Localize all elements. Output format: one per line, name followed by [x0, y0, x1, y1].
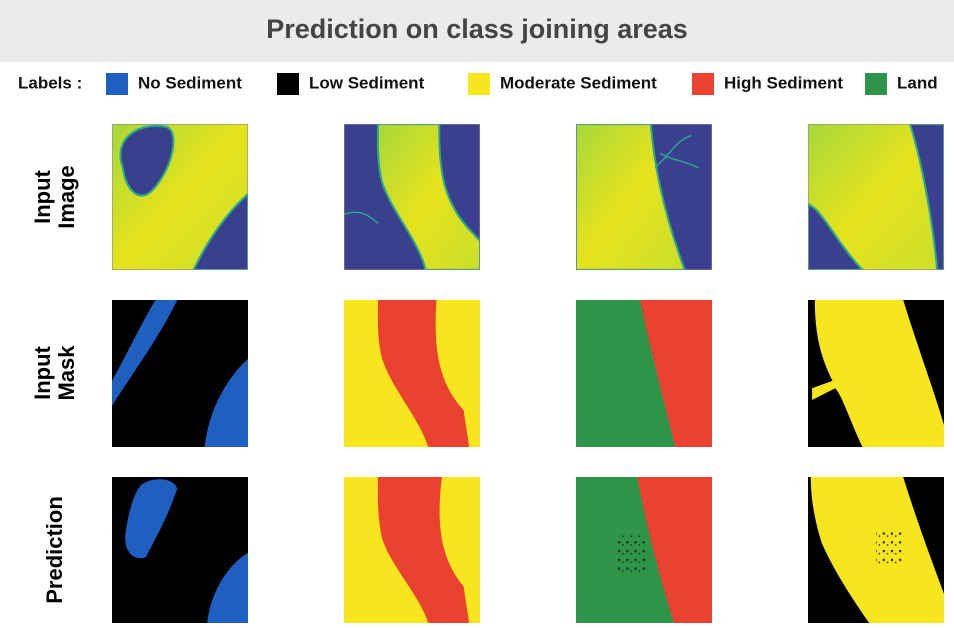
row-label-line: Input	[30, 169, 55, 223]
legend-swatch	[468, 73, 490, 95]
panel-image	[576, 124, 712, 270]
row-label-line: Mask	[54, 345, 79, 401]
legend-text: Low Sediment	[309, 73, 425, 92]
panel-image	[808, 124, 944, 270]
title: Prediction on class joining areas	[266, 14, 688, 44]
panel-prediction	[808, 477, 944, 623]
panel-mask	[576, 300, 712, 447]
legend-text: High Sediment	[724, 73, 843, 92]
legend-swatch	[692, 73, 714, 95]
legend-swatch	[277, 73, 299, 95]
row-label-line: Prediction	[42, 496, 67, 604]
panel-image	[112, 124, 248, 270]
row-label-line: Input	[30, 345, 55, 399]
legend-swatch	[106, 73, 128, 95]
legend-swatch	[865, 73, 887, 95]
legend-text: Moderate Sediment	[500, 73, 657, 92]
panel-image	[344, 124, 480, 270]
panel-mask	[112, 300, 248, 447]
panel-prediction	[344, 477, 480, 623]
panel-prediction	[112, 477, 248, 623]
panel-prediction	[576, 477, 712, 623]
title-bar	[0, 0, 954, 62]
row-label-line: Image	[54, 165, 79, 229]
legend: No Sediment Low Sediment Moderate Sediment…	[106, 73, 938, 95]
panel-mask	[808, 300, 944, 447]
row-label: InputMask	[30, 345, 79, 401]
panel-mask	[344, 300, 480, 447]
row-label: Prediction	[42, 496, 67, 604]
row-label: InputImage	[30, 165, 79, 229]
legend-label: Labels :	[18, 73, 82, 92]
legend-text: Land	[897, 73, 938, 92]
legend-text: No Sediment	[138, 73, 242, 92]
